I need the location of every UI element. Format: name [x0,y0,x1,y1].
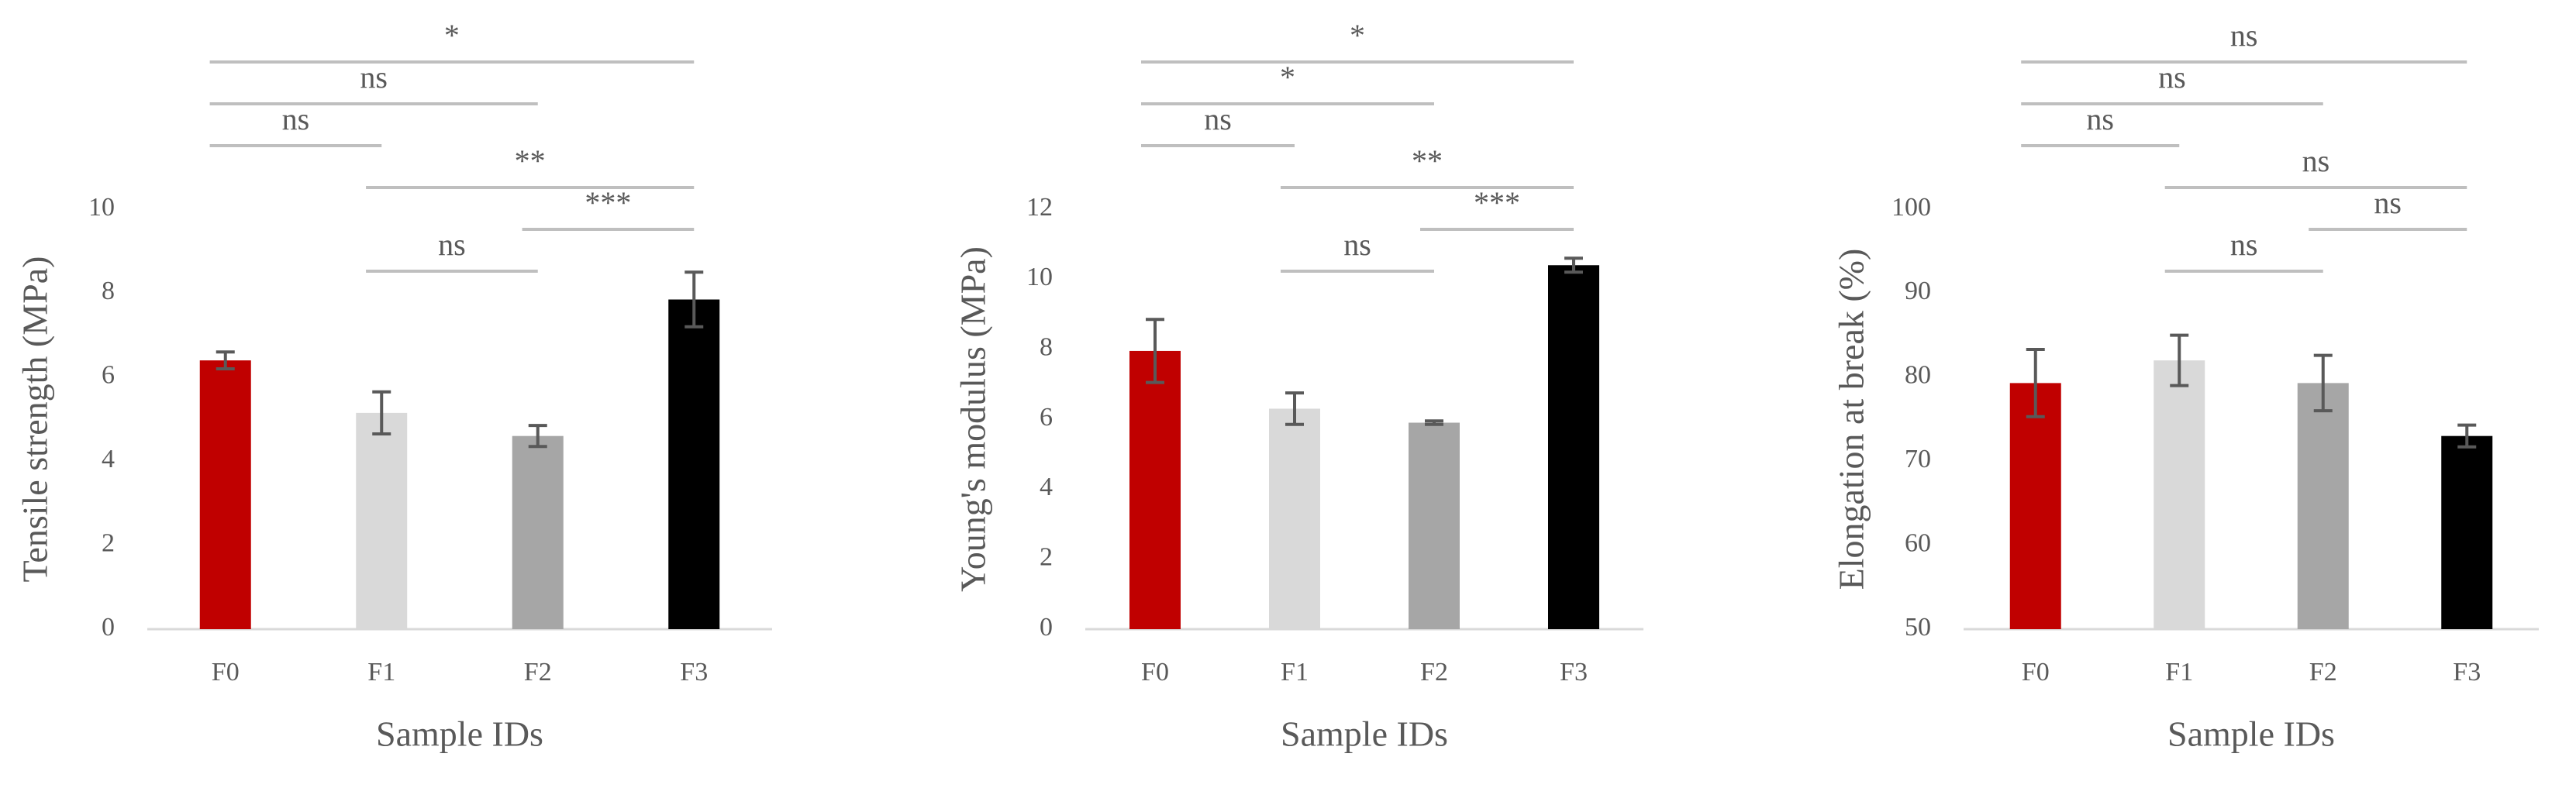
x-tick-label: F0 [212,658,240,686]
y-tick-label: 50 [1905,613,1931,642]
bar [1409,422,1460,629]
bar [512,435,564,629]
y-tick-label: 8 [1040,332,1053,361]
y-tick-label: 4 [1040,473,1053,501]
y-tick-label: 8 [102,277,115,305]
significance-label: *** [585,185,631,220]
bar [356,412,408,629]
bar [1129,350,1181,629]
y-tick-label: 4 [102,445,115,473]
significance-label: ns [438,227,466,262]
significance-label: ns [360,60,388,95]
bar [1269,408,1320,629]
significance-label: * [1350,18,1365,53]
significance-label: ns [1343,227,1371,262]
significance-label: * [444,18,460,53]
y-tick-label: 6 [102,361,115,390]
y-tick-label: 10 [88,193,115,222]
x-tick-label: F2 [2309,658,2337,686]
significance-label: ** [1412,143,1443,178]
y-axis-title: Young's modulus (MPa) [953,246,993,592]
y-axis-title: Elongation at break (%) [1832,249,1871,590]
bar [2441,435,2493,629]
significance-label: ** [515,143,546,178]
x-tick-label: F2 [524,658,552,686]
x-tick-label: F0 [1141,658,1169,686]
bar [2009,383,2061,629]
x-tick-label: F1 [1281,658,1309,686]
bar [1548,265,1599,629]
y-tick-label: 80 [1905,361,1931,390]
y-tick-label: 100 [1891,193,1931,222]
y-tick-label: 70 [1905,445,1931,473]
significance-label: ns [2302,143,2330,178]
y-tick-label: 0 [102,613,115,642]
y-tick-label: 0 [1040,613,1053,642]
bar [2297,383,2349,629]
x-tick-label: F3 [680,658,708,686]
x-axis-title: Sample IDs [376,714,543,754]
significance-label: ns [282,102,310,136]
significance-label: ns [2230,18,2258,53]
y-tick-label: 12 [1026,193,1053,222]
significance-label: ns [2086,102,2114,136]
bar [2154,360,2205,629]
y-tick-label: 60 [1905,528,1931,557]
significance-label: *** [1474,185,1520,220]
significance-label: * [1280,60,1295,95]
significance-label: ns [2374,185,2402,220]
significance-label: ns [1204,102,1232,136]
x-tick-label: F0 [2022,658,2050,686]
x-tick-label: F1 [367,658,395,686]
y-tick-label: 6 [1040,403,1053,432]
x-axis-title: Sample IDs [2167,714,2335,754]
x-tick-label: F1 [2165,658,2193,686]
bar [199,360,251,629]
y-tick-label: 10 [1026,263,1053,291]
y-tick-label: 2 [1040,542,1053,571]
y-tick-label: 90 [1905,277,1931,305]
bar [668,299,720,629]
x-tick-label: F2 [1420,658,1448,686]
significance-label: ns [2158,60,2186,95]
x-axis-title: Sample IDs [1281,714,1448,754]
significance-label: ns [2230,227,2258,262]
y-tick-label: 2 [102,528,115,557]
x-tick-label: F3 [2453,658,2481,686]
y-axis-title: Tensile strength (MPa) [16,256,55,583]
x-tick-label: F3 [1560,658,1588,686]
